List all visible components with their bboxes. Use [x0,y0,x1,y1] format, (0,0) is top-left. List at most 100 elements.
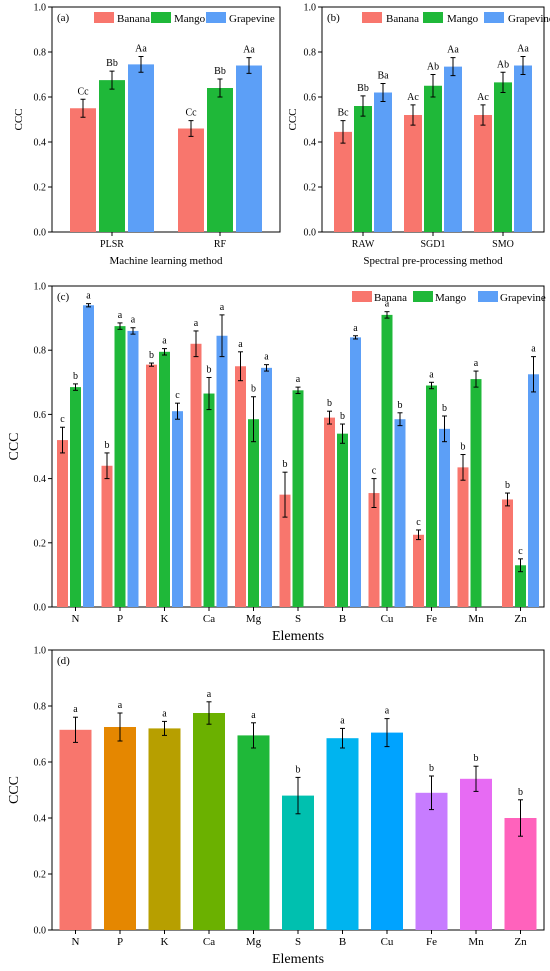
panel-label: (a) [57,12,70,24]
x-tick-label: RF [214,239,227,250]
bar [159,351,170,607]
legend-label: Mango [447,13,479,25]
significance-label: a [251,710,256,721]
significance-label: a [118,700,123,711]
y-tick-label: 0.8 [304,48,317,59]
legend-label: Mango [174,13,206,25]
bar [57,440,68,607]
panel-label: (c) [57,291,70,303]
significance-label: Ba [377,71,389,82]
significance-label: a [474,358,479,369]
significance-label: a [220,302,225,313]
legend-label: Banana [117,13,150,25]
bar [394,419,406,607]
significance-label: a [385,299,390,310]
bar [374,92,392,232]
significance-label: Aa [243,45,255,56]
significance-label: b [505,480,510,491]
bar [178,128,204,232]
bar [502,499,513,607]
bar [83,305,94,607]
x-tick-label: B [339,936,346,948]
legend-swatch [413,291,433,302]
significance-label: a [385,706,390,717]
significance-label: a [353,323,358,334]
significance-label: a [429,369,434,380]
bar [371,732,403,930]
significance-label: b [398,400,403,411]
significance-label: a [531,344,536,355]
legend-swatch [206,12,226,23]
x-tick-label: N [72,613,80,625]
x-tick-label: Mg [246,613,262,625]
bar [148,728,181,930]
bar [415,792,448,930]
significance-label: Ab [427,62,439,73]
significance-label: b [429,763,434,774]
bar [216,335,228,607]
bar [470,379,482,607]
x-tick-label: Cu [381,613,394,625]
significance-label: a [86,291,91,302]
bar [70,387,81,607]
bar [426,385,437,607]
x-tick-label: PLSR [100,239,124,250]
bar [146,364,157,607]
y-tick-label: 1.0 [304,3,317,14]
significance-label: a [207,689,212,700]
x-tick-label: Mn [468,936,484,948]
x-tick-label: K [161,613,169,625]
y-tick-label: 0.4 [34,138,47,149]
significance-label: c [175,390,180,401]
bar [207,88,233,232]
significance-label: Aa [517,44,529,55]
x-tick-label: B [339,613,346,625]
bar [404,115,422,232]
significance-label: a [296,374,301,385]
significance-label: Aa [135,44,147,55]
significance-label: b [251,384,256,395]
bar [424,85,442,232]
significance-label: b [283,459,288,470]
bar [494,82,512,232]
significance-label: b [327,398,332,409]
y-tick-label: 0.6 [34,410,47,421]
significance-label: a [162,336,167,347]
bar [350,337,361,607]
significance-label: b [73,371,78,382]
y-tick-label: 1.0 [34,282,47,293]
bar [70,108,96,232]
bar [128,64,154,232]
y-tick-label: 0.4 [34,814,47,825]
panel-label: (d) [57,655,70,667]
bar [190,343,202,607]
significance-label: b [207,364,212,375]
significance-label: b [296,764,301,775]
significance-label: a [131,315,136,326]
bar [439,428,450,607]
y-tick-label: 0.0 [304,228,317,239]
significance-label: b [340,411,345,422]
bar [413,534,424,607]
legend-swatch [362,12,382,23]
bar [474,115,492,232]
bar [334,131,352,232]
legend-swatch [478,291,498,302]
x-tick-label: Mn [468,613,484,625]
significance-label: Bb [357,83,369,94]
x-tick-label: Zn [514,936,527,948]
significance-label: c [518,546,523,557]
y-tick-label: 0.0 [34,603,47,614]
bar [236,65,262,232]
x-tick-label: Ca [203,613,215,625]
x-tick-label: Ca [203,936,215,948]
y-tick-label: 0.8 [34,346,47,357]
panel-a-chart: 0.0 0.2 0.4 0.6 0.8 1.0 CCC (a) PLSR Cc Bb Aa RF Cc Bb… [13,3,281,267]
plot-frame [51,6,281,233]
y-tick-label: 0.2 [34,183,47,194]
x-tick-label: P [117,613,123,625]
significance-label: c [60,414,65,425]
bar [101,465,113,607]
significance-label: Bb [214,66,226,77]
